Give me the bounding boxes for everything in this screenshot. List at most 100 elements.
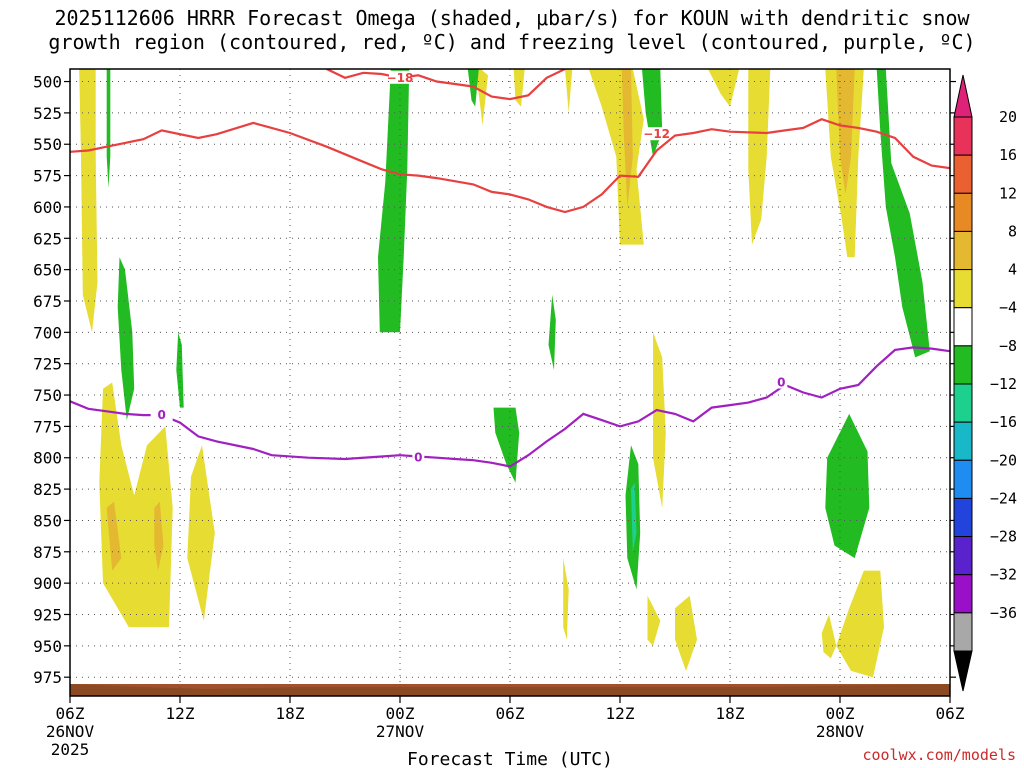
contour-line-0 bbox=[70, 118, 950, 214]
omega-region-2 bbox=[187, 445, 215, 621]
colorbar-swatch bbox=[953, 307, 973, 347]
y-tick-label: 875 bbox=[33, 543, 62, 562]
contour-label-bg bbox=[645, 127, 668, 141]
contour-label-bg bbox=[389, 70, 411, 84]
colorbar-label: −24 bbox=[990, 489, 1017, 507]
contour-label: 0 bbox=[157, 408, 165, 422]
colorbar-swatch bbox=[953, 497, 973, 538]
omega-region-26 bbox=[548, 294, 556, 370]
colorbar-top-arrow bbox=[953, 74, 973, 118]
colorbar-swatch bbox=[953, 421, 973, 461]
colorbar-label: −12 bbox=[990, 375, 1017, 393]
omega-region-29 bbox=[825, 413, 870, 559]
colorbar: 20 16 12 8 4 −4 −8 −12 −16 −20 −24 −28 −32 −36 bbox=[953, 74, 1017, 692]
y-tick-label: 900 bbox=[33, 574, 62, 593]
y-tick-label: 625 bbox=[33, 229, 62, 248]
y-tick-label: 950 bbox=[33, 637, 62, 656]
colorbar-bottom-arrow bbox=[953, 650, 973, 692]
colorbar-label: 4 bbox=[1008, 261, 1017, 279]
contour-label: −18 bbox=[387, 71, 414, 85]
omega-shading bbox=[79, 69, 930, 678]
y-tick-label: 550 bbox=[33, 135, 62, 154]
title-line-2: growth region (contoured, red, ºC) and f… bbox=[48, 30, 976, 54]
x-tick-label: 00Z bbox=[386, 704, 415, 723]
contour-label: 0 bbox=[777, 376, 785, 390]
x-axis-label: Forecast Time (UTC) bbox=[407, 749, 613, 768]
y-tick-label: 575 bbox=[33, 167, 62, 186]
colorbar-label: 20 bbox=[999, 108, 1017, 126]
omega-region-19 bbox=[154, 501, 164, 571]
colorbar-swatch bbox=[953, 269, 973, 309]
x-tick-label: 00Z bbox=[826, 704, 855, 723]
contour-label: 0 bbox=[414, 451, 422, 465]
contours: −12 −18 0 0 0 bbox=[70, 69, 950, 468]
colorbar-label: 8 bbox=[1008, 222, 1017, 240]
x-date-label: 26NOV bbox=[46, 722, 95, 741]
contour-label-bg bbox=[412, 450, 425, 464]
colorbar-swatch bbox=[953, 154, 973, 194]
chart-title: 2025112606 HRRR Forecast Omega (shaded, … bbox=[0, 6, 1024, 54]
contour-line-1 bbox=[326, 69, 566, 101]
x-tick-label: 12Z bbox=[606, 704, 635, 723]
y-tick-label: 600 bbox=[33, 198, 62, 217]
y-tick-label: 825 bbox=[33, 480, 62, 499]
colorbar-label: −16 bbox=[990, 413, 1017, 431]
y-tick-label: 800 bbox=[33, 449, 62, 468]
y-tick-label: 925 bbox=[33, 605, 62, 624]
x-year-label: 2025 bbox=[51, 740, 90, 759]
x-tick-label: 06Z bbox=[56, 704, 85, 723]
x-tick-label: 12Z bbox=[166, 704, 195, 723]
omega-region-30 bbox=[876, 69, 930, 358]
colorbar-label: 12 bbox=[999, 184, 1017, 202]
colorbar-swatch bbox=[953, 536, 973, 576]
y-tick-label: 975 bbox=[33, 668, 62, 687]
colorbar-label: −20 bbox=[990, 451, 1017, 469]
colorbar-label: −28 bbox=[990, 528, 1017, 546]
colorbar-label: −8 bbox=[999, 337, 1017, 355]
x-date-label: 28NOV bbox=[816, 722, 865, 741]
y-tick-label: 525 bbox=[33, 104, 62, 123]
colorbar-label: −36 bbox=[990, 604, 1017, 622]
colorbar-swatch bbox=[953, 383, 973, 423]
x-tick-label: 18Z bbox=[716, 704, 745, 723]
omega-region-3 bbox=[475, 69, 488, 126]
colorbar-swatch bbox=[953, 230, 973, 271]
contour-label-bg bbox=[150, 408, 173, 422]
colorbar-swatch bbox=[953, 116, 973, 156]
omega-region-8 bbox=[647, 595, 661, 646]
omega-region-5 bbox=[565, 69, 573, 113]
y-tick-label: 500 bbox=[33, 73, 62, 92]
x-tick-label: 06Z bbox=[496, 704, 525, 723]
contour-line-2 bbox=[70, 346, 950, 468]
omega-region-21 bbox=[117, 257, 135, 421]
contour-label-bg bbox=[775, 375, 788, 389]
colorbar-swatch bbox=[953, 612, 973, 652]
y-tick-label: 725 bbox=[33, 355, 62, 374]
title-line-1: 2025112606 HRRR Forecast Omega (shaded, … bbox=[54, 6, 970, 30]
y-tick-label: 700 bbox=[33, 323, 62, 342]
omega-region-1 bbox=[99, 382, 173, 627]
colorbar-swatch bbox=[953, 192, 973, 232]
omega-region-12 bbox=[748, 69, 771, 245]
omega-region-14 bbox=[821, 614, 837, 659]
colorbar-swatch bbox=[953, 345, 973, 385]
colorbar-label: −32 bbox=[990, 566, 1017, 584]
colorbar-swatch bbox=[953, 459, 973, 499]
terrain-surface bbox=[70, 684, 950, 696]
omega-region-18 bbox=[106, 501, 122, 571]
y-tick-label: 675 bbox=[33, 292, 62, 311]
credit-text: coolwx.com/models bbox=[862, 746, 1016, 764]
contour-label: −12 bbox=[643, 127, 670, 141]
omega-region-17 bbox=[836, 69, 855, 195]
omega-region-11 bbox=[708, 69, 740, 107]
x-tick-label: 06Z bbox=[936, 704, 965, 723]
x-date-label: 27NOV bbox=[376, 722, 425, 741]
y-tick-label: 850 bbox=[33, 511, 62, 530]
omega-region-20 bbox=[106, 69, 111, 189]
omega-region-16 bbox=[621, 69, 633, 207]
omega-region-9 bbox=[675, 595, 697, 671]
x-tick-label: 18Z bbox=[276, 704, 305, 723]
omega-region-15 bbox=[836, 570, 884, 678]
